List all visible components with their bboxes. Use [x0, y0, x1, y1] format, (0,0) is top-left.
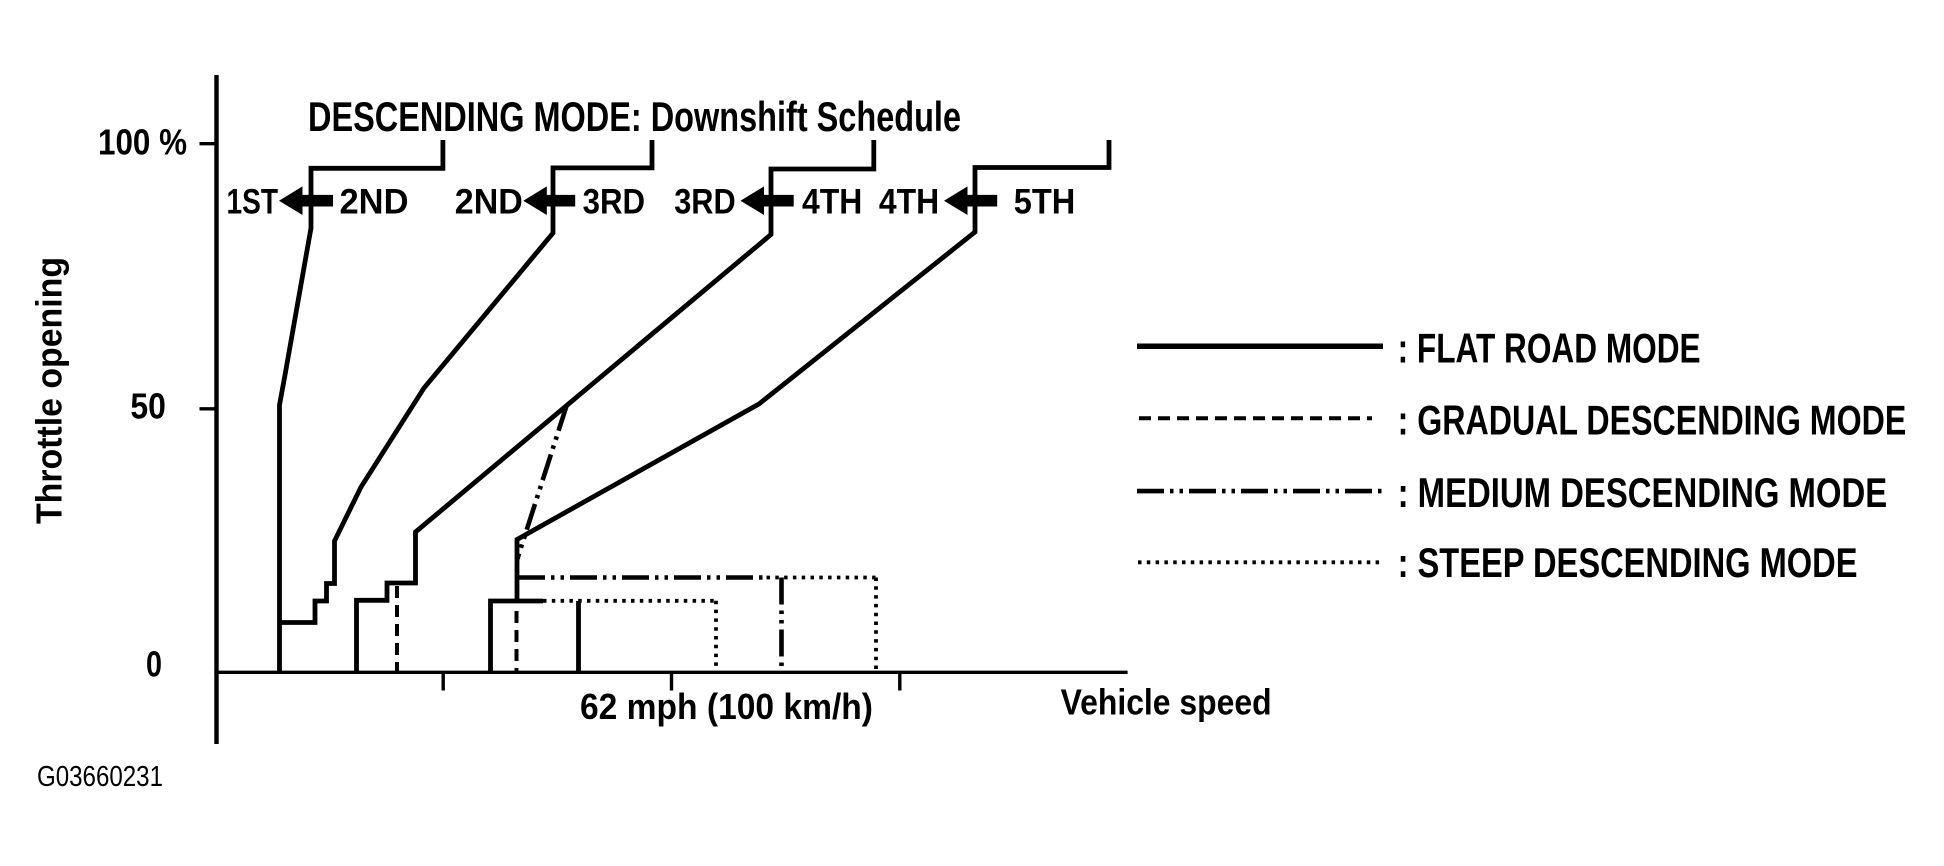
svg-text:2ND: 2ND — [455, 183, 523, 222]
svg-text:50: 50 — [130, 385, 166, 426]
svg-text:: FLAT ROAD MODE: : FLAT ROAD MODE — [1398, 324, 1701, 371]
svg-text:: STEEP DESCENDING MODE: : STEEP DESCENDING MODE — [1398, 539, 1858, 586]
svg-text:4TH: 4TH — [879, 183, 939, 222]
svg-text:Vehicle speed: Vehicle speed — [1061, 682, 1272, 723]
svg-text:3RD: 3RD — [583, 183, 646, 222]
svg-text:Throttle opening: Throttle opening — [29, 257, 70, 524]
svg-text:0: 0 — [146, 644, 162, 685]
svg-text:: GRADUAL DESCENDING MODE: : GRADUAL DESCENDING MODE — [1398, 396, 1907, 443]
svg-text:: MEDIUM DESCENDING MODE: : MEDIUM DESCENDING MODE — [1398, 469, 1888, 516]
svg-text:G03660231: G03660231 — [37, 761, 163, 793]
svg-text:4TH: 4TH — [802, 183, 862, 222]
svg-text:5TH: 5TH — [1014, 183, 1076, 222]
svg-text:100 %: 100 % — [98, 122, 187, 163]
svg-text:1ST: 1ST — [227, 183, 279, 222]
svg-text:DESCENDING MODE: Downshift Sch: DESCENDING MODE: Downshift Schedule — [308, 93, 961, 140]
svg-text:3RD: 3RD — [674, 183, 736, 222]
svg-text:62 mph (100 km/h): 62 mph (100 km/h) — [580, 686, 873, 727]
svg-text:2ND: 2ND — [340, 183, 409, 222]
